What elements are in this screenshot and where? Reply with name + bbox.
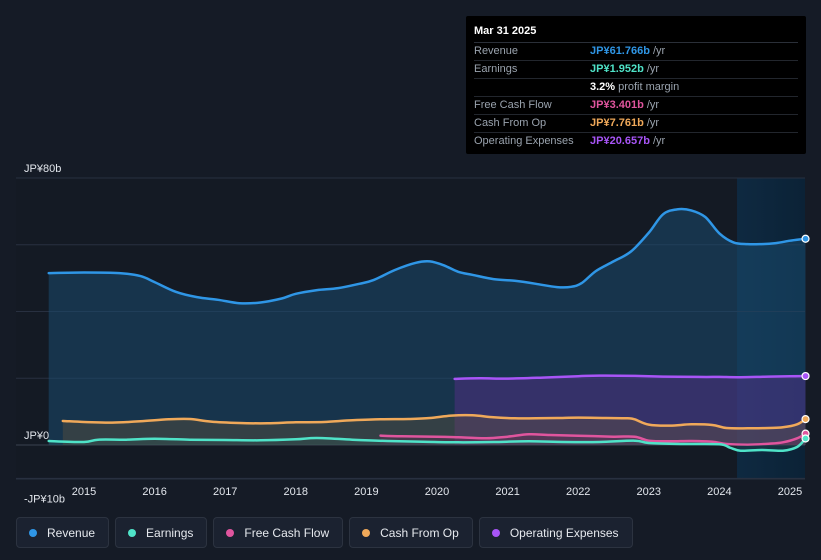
tooltip-label — [474, 79, 590, 96]
tooltip-unit: /yr — [652, 45, 666, 57]
tooltip-label: Revenue — [474, 45, 519, 57]
x-tick-label: 2018 — [284, 486, 308, 498]
tooltip-panel: Mar 31 2025 Revenue JP¥61.766b/yr Earnings… — [466, 16, 806, 154]
legend-label: Operating Expenses — [509, 525, 619, 540]
tooltip-value: JP¥20.657b — [590, 135, 650, 147]
x-tick-label: 2021 — [495, 486, 519, 498]
legend-dot-icon — [491, 528, 500, 537]
tooltip-unit: /yr — [646, 117, 660, 129]
legend-item-free-cash-flow[interactable]: Free Cash Flow — [213, 517, 344, 548]
free-cash-flow-line — [379, 432, 807, 446]
x-tick-label: 2020 — [425, 486, 449, 498]
tooltip-label: Earnings — [474, 63, 518, 75]
tooltip-value: JP¥61.766b — [590, 45, 650, 57]
legend-item-earnings[interactable]: Earnings — [115, 517, 208, 548]
x-tick-label: 2023 — [637, 486, 661, 498]
tooltip-row: Revenue JP¥61.766b/yr — [474, 43, 798, 61]
operating-expenses-endpoint — [801, 371, 810, 381]
tooltip-unit: /yr — [646, 99, 660, 111]
tooltip-row: Operating Expenses JP¥20.657b/yr — [474, 133, 798, 150]
tooltip-row: 3.2% profit margin — [474, 79, 798, 97]
tooltip-row: Cash From Op JP¥7.761b/yr — [474, 115, 798, 133]
legend: Revenue Earnings Free Cash Flow Cash From O… — [16, 517, 633, 549]
tooltip-unit: /yr — [646, 63, 660, 75]
x-tick-label: 2022 — [566, 486, 590, 498]
y-tick-label: JP¥80b — [24, 163, 61, 175]
revenue-line — [47, 207, 807, 305]
series-earnings — [47, 434, 810, 453]
revenue-endpoint — [801, 234, 810, 243]
earnings-line — [47, 436, 807, 453]
operating-expenses-area — [454, 375, 806, 445]
tooltip-label: Free Cash Flow — [474, 99, 552, 111]
legend-item-cash-from-op[interactable]: Cash From Op — [349, 517, 473, 548]
financial-chart: JP¥80b JP¥0 -JP¥10b 2015 2016 2017 2018 2019 202… — [16, 163, 810, 505]
tooltip-label: Operating Expenses — [474, 135, 574, 147]
tooltip-unit: /yr — [652, 135, 666, 147]
series-revenue — [47, 207, 810, 445]
legend-label: Revenue — [47, 525, 96, 540]
tooltip-label: Cash From Op — [474, 117, 547, 129]
operating-expenses-line — [453, 374, 807, 381]
legend-item-revenue[interactable]: Revenue — [16, 517, 110, 548]
tooltip-row: Earnings JP¥1.952b/yr — [474, 61, 798, 79]
earnings-endpoint — [801, 434, 810, 443]
tooltip-value: JP¥3.401b — [590, 99, 644, 111]
cash-from-op-endpoint — [801, 415, 810, 424]
legend-label: Free Cash Flow — [244, 525, 330, 540]
tooltip-unit: profit margin — [618, 81, 680, 93]
tooltip-value: JP¥1.952b — [590, 63, 644, 75]
x-tick-label: 2019 — [354, 486, 378, 498]
x-tick-label: 2025 — [778, 486, 802, 498]
revenue-area — [48, 209, 806, 445]
x-tick-label: 2015 — [72, 486, 96, 498]
x-tick-label: 2017 — [213, 486, 237, 498]
legend-label: Earnings — [146, 525, 194, 540]
y-tick-label: -JP¥10b — [24, 493, 65, 505]
series-operating-expenses — [453, 371, 810, 445]
legend-label: Cash From Op — [380, 525, 459, 540]
tooltip-value: JP¥7.761b — [590, 117, 644, 129]
x-tick-label: 2016 — [142, 486, 166, 498]
legend-dot-icon — [29, 528, 37, 537]
tooltip-row: Free Cash Flow JP¥3.401b/yr — [474, 97, 798, 115]
legend-dot-icon — [128, 528, 137, 537]
legend-dot-icon — [226, 528, 235, 537]
cash-from-op-line — [61, 413, 807, 430]
tooltip-value: 3.2% — [590, 81, 616, 93]
y-tick-label: JP¥0 — [24, 430, 49, 442]
legend-dot-icon — [362, 528, 371, 537]
x-tick-label: 2024 — [707, 486, 731, 498]
legend-item-operating-expenses[interactable]: Operating Expenses — [478, 517, 633, 548]
tooltip-date: Mar 31 2025 — [474, 22, 798, 43]
